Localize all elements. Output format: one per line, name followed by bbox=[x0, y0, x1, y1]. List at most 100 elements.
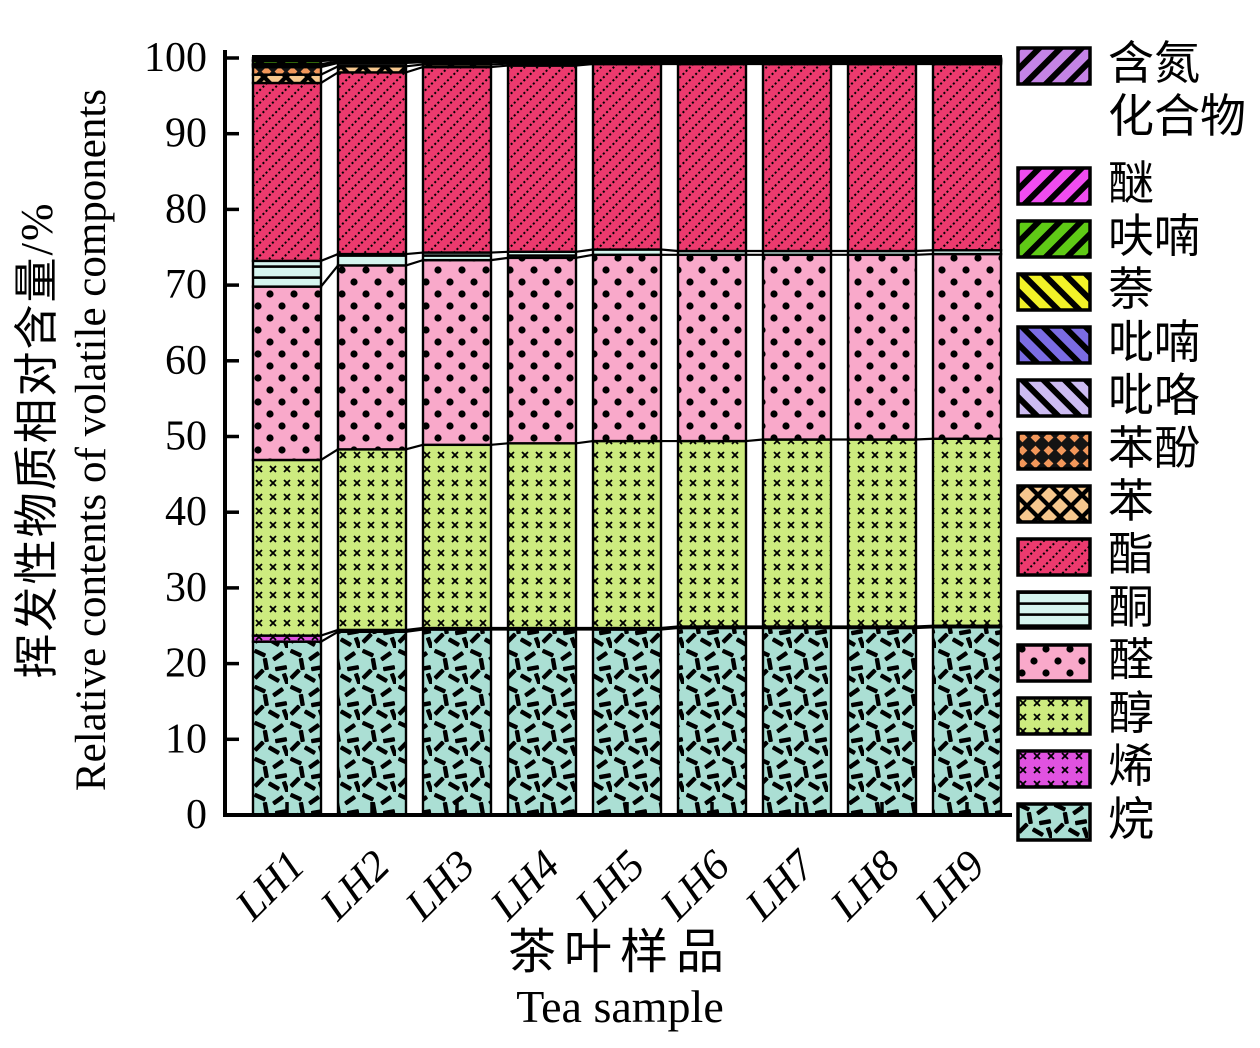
legend-swatch-rect bbox=[1016, 325, 1092, 365]
connector-line bbox=[575, 253, 594, 259]
legend-swatch-ether-icon bbox=[1016, 166, 1092, 206]
bar-segment-LH7-alkane bbox=[761, 626, 833, 817]
connector-line bbox=[575, 62, 594, 67]
bar-segment-LH8-aldehyde bbox=[846, 253, 918, 441]
legend-swatch-pyran-icon bbox=[1016, 325, 1092, 365]
bar-segment-LH2-aldehyde bbox=[336, 264, 408, 451]
legend-swatch-rect bbox=[1016, 431, 1092, 471]
legend-item-alkane: 烷 bbox=[1016, 794, 1154, 846]
legend-item-ether: 醚 bbox=[1016, 158, 1154, 210]
legend-label: 醇 bbox=[1108, 688, 1154, 739]
legend-label: 酯 bbox=[1108, 529, 1154, 580]
legend-item-alkene: 烯 bbox=[1016, 741, 1154, 793]
legend-item-benzene: 苯 bbox=[1016, 476, 1154, 528]
bar-segment-LH8-alcohol bbox=[846, 438, 918, 628]
bar-segment-LH6-alkane bbox=[676, 626, 748, 817]
y-tick-label: 50 bbox=[165, 414, 207, 460]
connector-line bbox=[575, 439, 594, 445]
bar-segment-LH7-alcohol bbox=[761, 438, 833, 628]
legend-label: 苯酚 bbox=[1108, 423, 1200, 474]
legend-swatch-rect bbox=[1016, 643, 1092, 683]
connector-line bbox=[405, 66, 424, 74]
bar-segment-LH6-ester bbox=[676, 62, 748, 253]
legend-item-phenol: 苯酚 bbox=[1016, 423, 1200, 475]
legend-swatch-nitrogen-icon bbox=[1016, 46, 1092, 86]
y-tick-label: 20 bbox=[165, 641, 207, 687]
bar-segment-LH8-ester bbox=[846, 62, 918, 253]
bar-segment-LH1-alkane bbox=[251, 640, 323, 817]
connector-line bbox=[915, 437, 934, 441]
legend-item-furan: 呋喃 bbox=[1016, 211, 1200, 263]
legend-label: 吡喃 bbox=[1108, 317, 1200, 368]
legend-label: 酮 bbox=[1108, 582, 1154, 633]
bar-segment-LH7-ester bbox=[761, 62, 833, 253]
legend-item-naphthalene: 萘 bbox=[1016, 264, 1154, 316]
segment-connector-lines bbox=[252, 55, 1002, 643]
legend-label: 醛 bbox=[1108, 635, 1154, 686]
bar-segment-LH3-aldehyde bbox=[421, 258, 493, 447]
connector-line bbox=[490, 62, 509, 66]
bar-segment-LH6-aldehyde bbox=[676, 253, 748, 443]
legend-item-alcohol: 醇 bbox=[1016, 688, 1154, 740]
connector-line bbox=[915, 624, 934, 628]
legend-swatch-benzene-icon bbox=[1016, 484, 1092, 524]
legend-label: 萘 bbox=[1108, 264, 1154, 315]
legend-item-nitrogen: 含氮 化合物 bbox=[1016, 38, 1246, 143]
bar-segment-LH1-aldehyde bbox=[251, 285, 323, 462]
bar-segment-LH9-aldehyde bbox=[931, 252, 1003, 440]
legend-swatch-phenol-icon bbox=[1016, 431, 1092, 471]
legend-swatch-rect bbox=[1016, 166, 1092, 206]
connector-line bbox=[575, 248, 594, 253]
legend-swatch-rect bbox=[1016, 219, 1092, 259]
legend-item-ketone: 酮 bbox=[1016, 582, 1154, 634]
legend-swatch-rect bbox=[1016, 696, 1092, 736]
y-tick-label: 40 bbox=[165, 489, 207, 535]
connector-line bbox=[660, 626, 679, 631]
legend-swatch-rect bbox=[1016, 749, 1092, 789]
legend-swatch-pyrrole-icon bbox=[1016, 378, 1092, 418]
connector-line bbox=[405, 251, 424, 256]
bar-segment-LH5-alcohol bbox=[591, 439, 663, 630]
legend-swatch-rect bbox=[1016, 46, 1092, 86]
legend-swatch-rect bbox=[1016, 537, 1092, 577]
bar-segment-LH2-alkane bbox=[336, 630, 408, 817]
connector-line bbox=[490, 256, 509, 262]
connector-line bbox=[320, 628, 339, 637]
connector-line bbox=[320, 65, 339, 76]
bar-segment-LH7-aldehyde bbox=[761, 253, 833, 441]
x-axis-title-zh: 茶叶样品 bbox=[507, 926, 732, 979]
connector-line bbox=[915, 249, 934, 253]
bar-segment-LH5-aldehyde bbox=[591, 253, 663, 443]
legend-label: 苯 bbox=[1108, 476, 1154, 527]
legend-swatch-rect bbox=[1016, 802, 1092, 842]
y-tick-label: 70 bbox=[165, 262, 207, 308]
bar-segment-LH9-alkane bbox=[931, 626, 1003, 817]
y-tick-label: 10 bbox=[165, 716, 207, 762]
bar-segment-LH9-ester bbox=[931, 62, 1003, 252]
bar-segment-LH2-ester bbox=[336, 71, 408, 256]
bar-segment-LH8-alkane bbox=[846, 626, 918, 817]
bar-segment-LH5-ester bbox=[591, 62, 663, 251]
bar-segment-LH1-alcohol bbox=[251, 458, 323, 637]
connector-line bbox=[405, 63, 424, 68]
legend-label: 烷 bbox=[1108, 794, 1154, 845]
connector-line bbox=[320, 630, 339, 643]
bar-segment-LH1-ketone bbox=[251, 259, 323, 288]
legend-item-ester: 酯 bbox=[1016, 529, 1154, 581]
connector-line bbox=[490, 442, 509, 446]
legend-swatch-alkane-icon bbox=[1016, 802, 1092, 842]
legend-swatch-furan-icon bbox=[1016, 219, 1092, 259]
bar-segment-LH4-alkane bbox=[506, 628, 578, 817]
legend-item-pyran: 吡喃 bbox=[1016, 317, 1200, 369]
legend-item-pyrrole: 吡咯 bbox=[1016, 370, 1200, 422]
legend-swatch-rect bbox=[1016, 484, 1092, 524]
legend-swatch-rect bbox=[1016, 378, 1092, 418]
connector-line bbox=[320, 60, 339, 66]
y-tick-label: 100 bbox=[144, 35, 207, 81]
legend-swatch-aldehyde-icon bbox=[1016, 643, 1092, 683]
bar-segment-LH1-ester bbox=[251, 81, 323, 263]
connector-line bbox=[490, 64, 509, 69]
connector-line bbox=[320, 264, 339, 288]
legend-swatch-rect bbox=[1016, 272, 1092, 312]
legend-swatch-alkene-icon bbox=[1016, 749, 1092, 789]
